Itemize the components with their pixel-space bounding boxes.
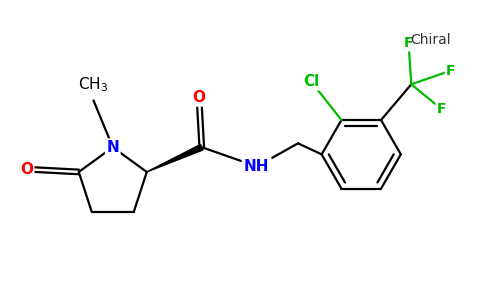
- Text: Chiral: Chiral: [410, 33, 451, 47]
- Text: CH$_3$: CH$_3$: [78, 75, 108, 94]
- Text: N: N: [106, 140, 119, 155]
- Text: O: O: [20, 162, 33, 177]
- Text: Cl: Cl: [303, 74, 319, 89]
- Text: O: O: [193, 90, 206, 105]
- Text: F: F: [404, 36, 413, 50]
- Text: F: F: [437, 102, 446, 116]
- Text: NH: NH: [244, 159, 270, 174]
- Text: F: F: [446, 64, 455, 78]
- Polygon shape: [147, 144, 203, 172]
